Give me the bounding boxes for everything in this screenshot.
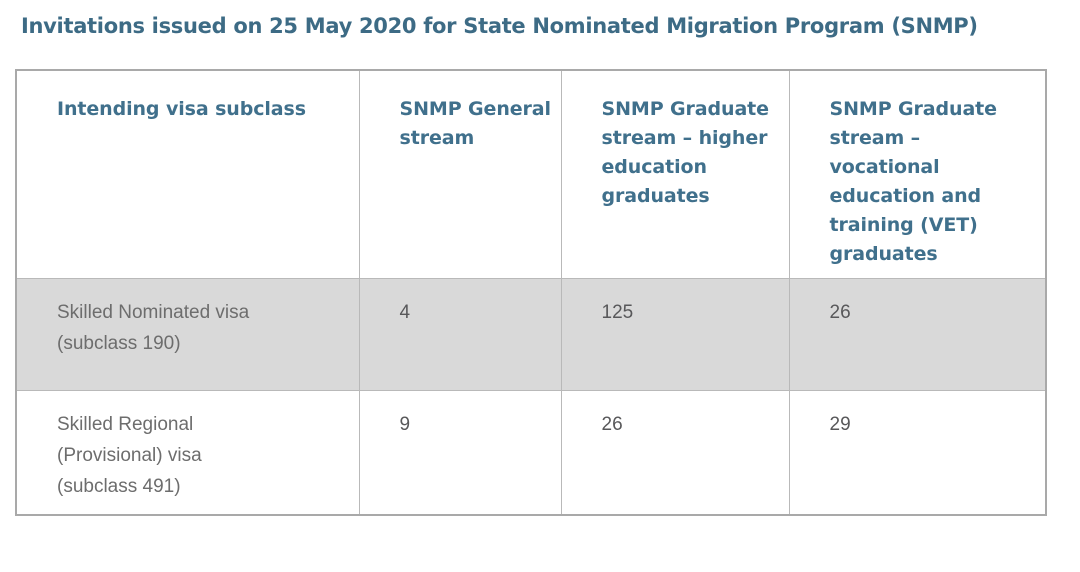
cell-vet-count-subclass-190: 26 bbox=[788, 277, 1047, 391]
cell-visa-name-subclass-190: Skilled Nominated visa (subclass 190) bbox=[15, 277, 360, 391]
page-title: Invitations issued on 25 May 2020 for St… bbox=[21, 14, 978, 38]
invitations-table: Intending visa subclass SNMP General str… bbox=[15, 69, 1047, 516]
column-header-snmp-graduate-vet: SNMP Graduate stream – vocational educat… bbox=[788, 69, 1047, 279]
cell-general-stream-count-subclass-190: 4 bbox=[358, 277, 562, 391]
table-row-subclass-491: Skilled Regional (Provisional) visa (sub… bbox=[15, 389, 1047, 515]
table-header-row: Intending visa subclass SNMP General str… bbox=[15, 69, 1047, 279]
cell-vet-count-subclass-491: 29 bbox=[788, 389, 1047, 515]
table-row-subclass-190: Skilled Nominated visa (subclass 190) 4 … bbox=[15, 277, 1047, 391]
cell-higher-education-count-subclass-491: 26 bbox=[560, 389, 790, 515]
cell-visa-name-subclass-491: Skilled Regional (Provisional) visa (sub… bbox=[15, 389, 360, 515]
cell-higher-education-count-subclass-190: 125 bbox=[560, 277, 790, 391]
column-header-snmp-graduate-higher-education: SNMP Graduate stream – higher education … bbox=[560, 69, 790, 279]
cell-general-stream-count-subclass-491: 9 bbox=[358, 389, 562, 515]
column-header-intending-visa-subclass: Intending visa subclass bbox=[15, 69, 360, 279]
column-header-snmp-general-stream: SNMP General stream bbox=[358, 69, 562, 279]
